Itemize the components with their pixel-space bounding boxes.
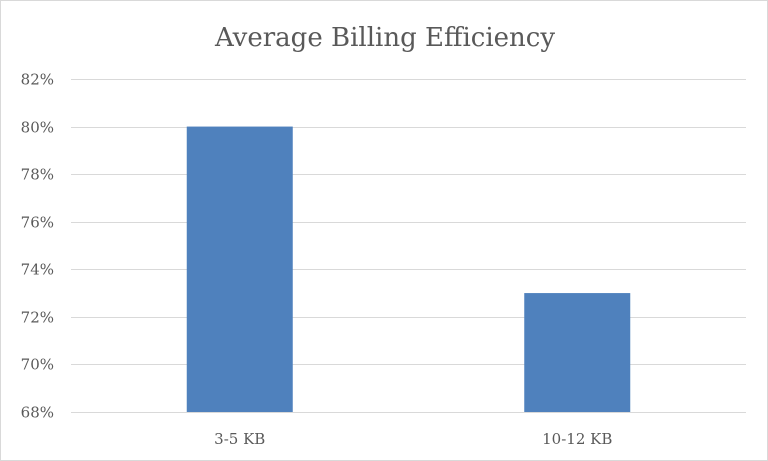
y-tick-label: 78% xyxy=(21,166,54,184)
x-category-label: 10-12 KB xyxy=(542,430,612,448)
y-axis-tick-labels: 68% 70% 72% 74% 76% 78% 80% 82% xyxy=(21,71,54,422)
x-axis-category-labels: 3-5 KB 10-12 KB xyxy=(214,430,612,448)
gridlines xyxy=(71,79,746,413)
y-tick-label: 68% xyxy=(21,404,54,422)
y-tick-label: 72% xyxy=(21,309,54,327)
y-tick-label: 82% xyxy=(21,71,54,89)
bar-10-12-kb xyxy=(524,293,631,412)
x-category-label: 3-5 KB xyxy=(214,430,265,448)
y-tick-label: 70% xyxy=(21,356,54,374)
chart-title: Average Billing Efficiency xyxy=(214,23,555,53)
bars xyxy=(186,126,631,413)
bar-3-5-kb xyxy=(186,126,293,413)
y-tick-label: 74% xyxy=(21,261,54,279)
y-tick-label: 80% xyxy=(21,119,54,137)
y-tick-label: 76% xyxy=(21,214,54,232)
